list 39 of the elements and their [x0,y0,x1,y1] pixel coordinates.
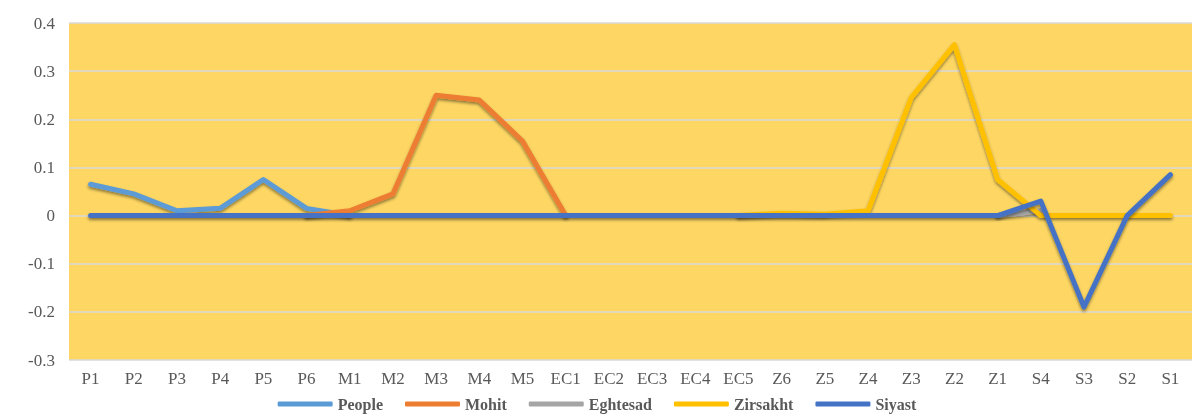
x-tick-label: M1 [337,369,362,388]
x-tick-label: Z1 [988,369,1008,388]
x-tick-label: M4 [467,369,492,388]
x-tick-label: S3 [1075,369,1093,388]
y-tick-label: 0.1 [33,157,55,177]
x-tick-label: EC2 [593,369,625,388]
x-tick-label: P5 [254,369,273,388]
x-tick-label: P1 [81,369,100,388]
x-tick-label: M5 [510,369,535,388]
x-tick-label: P3 [168,369,186,388]
x-tick-label: S2 [1118,369,1137,388]
y-tick-label: -0.3 [28,350,55,370]
legend-label: Siyast [875,395,918,414]
x-tick-label: S4 [1031,369,1051,388]
y-tick-label: 0 [46,206,55,226]
x-tick-label: Z3 [901,369,921,388]
x-tick-label: P4 [211,369,230,388]
y-tick-label: 0.4 [33,13,56,33]
x-tick-label: M3 [424,369,448,388]
y-tick-label: 0.3 [33,61,55,81]
x-tick-label: Z6 [772,369,792,388]
legend-label: Mohit [464,395,508,413]
legend-label: Eghtesad [588,395,652,414]
x-tick-label: P2 [124,369,143,388]
x-tick-label: EC5 [723,369,754,388]
x-tick-label: EC3 [636,369,668,388]
legend-label: People [337,395,383,414]
x-tick-label: Z4 [858,369,878,388]
y-tick-label: -0.1 [28,254,55,274]
y-tick-label: -0.2 [28,302,55,322]
y-tick-label: 0.2 [33,109,55,129]
x-tick-label: EC1 [550,369,581,388]
legend-label: Zirsakht [733,395,795,413]
x-tick-label: EC4 [680,369,711,388]
x-tick-label: P6 [297,369,316,388]
x-tick-label: Z2 [945,369,964,388]
x-tick-label: M2 [381,369,405,388]
x-tick-label: S1 [1161,369,1180,388]
x-tick-label: Z5 [815,369,835,388]
